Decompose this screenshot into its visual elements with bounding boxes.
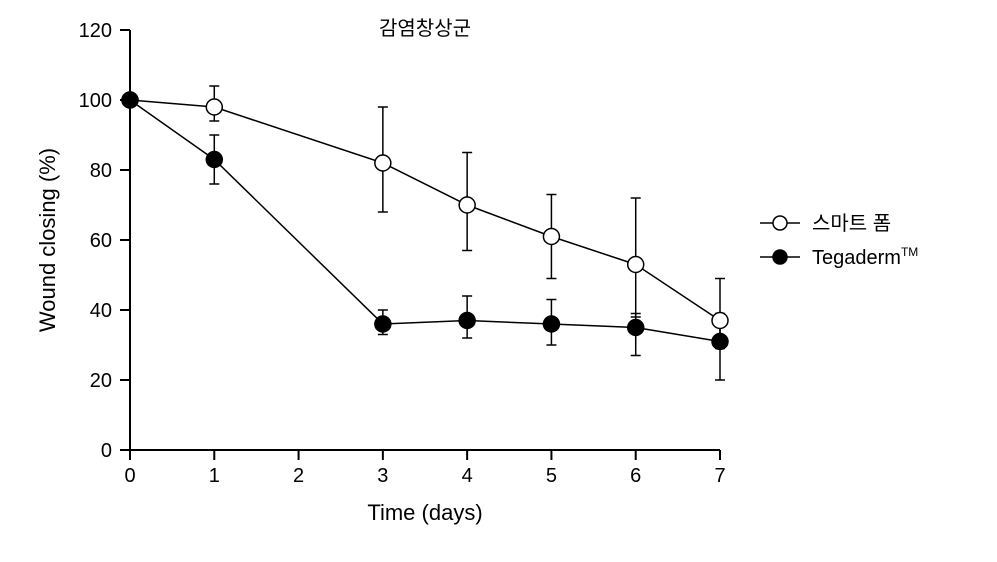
series-line-스마트 폼 — [130, 100, 720, 321]
y-axis-label: Wound closing (%) — [35, 148, 60, 332]
series-line-Tegaderm — [130, 100, 720, 342]
series-marker-Tegaderm — [206, 152, 222, 168]
x-tick-label: 6 — [630, 465, 641, 487]
y-tick-label: 40 — [90, 300, 112, 322]
y-tick-label: 60 — [90, 230, 112, 252]
series-marker-스마트 폼 — [628, 257, 644, 273]
x-tick-label: 7 — [714, 465, 725, 487]
wound-closing-chart: 0 1 2 3 4 5 6 7 0 20 40 60 80 100 120 Time (days) Wound … — [0, 0, 997, 562]
series-marker-Tegaderm — [628, 320, 644, 336]
series-marker-스마트 폼 — [712, 313, 728, 329]
series-marker-Tegaderm — [712, 334, 728, 350]
legend-marker — [773, 250, 787, 264]
series-marker-Tegaderm — [122, 92, 138, 108]
legend-marker — [773, 216, 787, 230]
x-tick-label: 3 — [377, 465, 388, 487]
series-marker-스마트 폼 — [375, 155, 391, 171]
series-marker-스마트 폼 — [459, 197, 475, 213]
series-marker-Tegaderm — [375, 316, 391, 332]
x-tick-label: 2 — [293, 465, 304, 487]
y-tick-label: 120 — [79, 20, 112, 42]
x-tick-label: 4 — [462, 465, 473, 487]
series-marker-Tegaderm — [459, 313, 475, 329]
y-tick-label: 100 — [79, 90, 112, 112]
x-axis-label: Time (days) — [367, 500, 482, 525]
series-marker-Tegaderm — [543, 316, 559, 332]
x-tick-label: 5 — [546, 465, 557, 487]
legend-label-스마트 폼: 스마트 폼 — [812, 212, 891, 235]
x-tick-label: 1 — [209, 465, 220, 487]
y-tick-label: 20 — [90, 370, 112, 392]
legend-label-Tegaderm: TegadermTM — [812, 245, 918, 269]
y-tick-label: 0 — [101, 440, 112, 462]
y-tick-label: 80 — [90, 160, 112, 182]
chart-title: 감염창상군 — [379, 17, 471, 40]
series-marker-스마트 폼 — [543, 229, 559, 245]
x-tick-label: 0 — [124, 465, 135, 487]
series-marker-스마트 폼 — [206, 99, 222, 115]
chart-container: 0 1 2 3 4 5 6 7 0 20 40 60 80 100 120 Time (days) Wound … — [0, 0, 997, 562]
